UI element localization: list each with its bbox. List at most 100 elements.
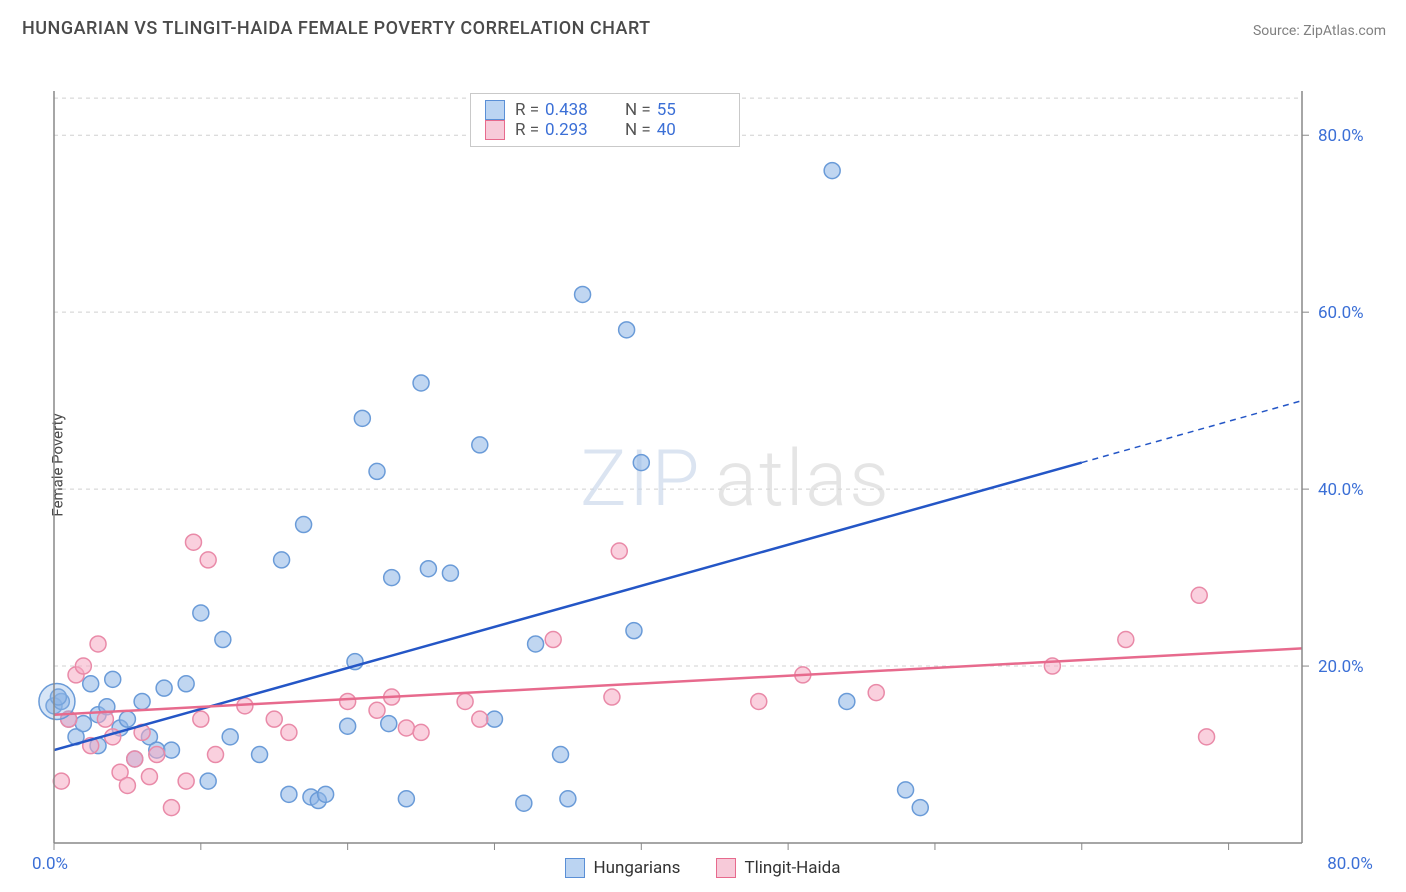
legend-item: Hungarians [565,858,680,878]
data-point [296,517,312,533]
source-attribution: Source: ZipAtlas.com [1253,23,1386,39]
data-point [222,729,238,745]
data-point [824,163,840,179]
data-point [75,658,91,674]
data-point [149,747,165,763]
legend-label: Hungarians [593,858,680,878]
data-point [200,552,216,568]
data-point [868,685,884,701]
data-point [163,800,179,816]
data-point [119,777,135,793]
legend-swatch-icon [565,858,585,878]
data-point [156,680,172,696]
data-point [318,786,334,802]
data-point [1199,729,1215,745]
data-point [898,782,914,798]
legend-stat-row: R = 0.438 N = 55 [485,100,725,120]
data-point [119,711,135,727]
data-point [516,795,532,811]
data-point [912,800,928,816]
data-point [281,786,297,802]
data-point [369,702,385,718]
data-point [545,632,561,648]
legend-swatch-icon [485,120,505,140]
trend-line-extrapolated [1082,401,1302,463]
stat-value: 40 [657,120,676,140]
data-point [575,286,591,302]
data-point [354,410,370,426]
watermark-icon: ZIP [580,434,702,525]
data-point [633,455,649,471]
data-point [611,543,627,559]
stat-label: R = [515,100,539,120]
data-point [83,676,99,692]
data-point [619,322,635,338]
data-point [340,718,356,734]
data-point [274,552,290,568]
data-point [281,724,297,740]
stat-label: N = [625,100,651,120]
data-point [472,711,488,727]
data-point [208,747,224,763]
data-point [381,716,397,732]
data-point [398,791,414,807]
data-point [626,623,642,639]
data-point [134,693,150,709]
data-point [560,791,576,807]
chart-area: Female Poverty ZIPatlas0.0%80.0%20.0%40.… [0,45,1406,885]
stat-value: 55 [657,100,676,120]
data-point [442,565,458,581]
data-point [1191,587,1207,603]
legend-swatch-icon [716,858,736,878]
data-point [200,773,216,789]
scatter-chart: ZIPatlas0.0%80.0%20.0%40.0%60.0%80.0% [0,45,1406,885]
data-point [457,693,473,709]
data-point [1118,632,1134,648]
y-tick-label: 60.0% [1318,303,1364,323]
stat-value: 0.438 [545,100,588,120]
data-point [384,570,400,586]
stat-label: N = [625,120,651,140]
data-point [193,711,209,727]
trend-line [54,648,1302,714]
data-point [413,724,429,740]
legend-stat-row: R = 0.293 N = 40 [485,120,725,140]
data-point [193,605,209,621]
data-point [398,720,414,736]
data-point [215,632,231,648]
series-legend: Hungarians Tlingit-Haida [0,858,1406,883]
data-point [90,636,106,652]
legend-swatch-icon [485,100,505,120]
data-point [528,636,544,652]
data-point [141,769,157,785]
data-point [604,689,620,705]
header: HUNGARIAN VS TLINGIT-HAIDA FEMALE POVERT… [0,0,1406,45]
data-point [163,742,179,758]
data-point [53,773,69,789]
legend-item: Tlingit-Haida [716,858,840,878]
stat-label: R = [515,120,539,140]
data-point [127,751,143,767]
data-point [420,561,436,577]
data-point [105,671,121,687]
stat-value: 0.293 [545,120,588,140]
data-point [553,747,569,763]
data-point [178,676,194,692]
data-point [839,693,855,709]
data-point [751,693,767,709]
data-point [486,711,502,727]
data-point [413,375,429,391]
data-point [75,716,91,732]
legend-label: Tlingit-Haida [744,858,840,878]
data-point [185,534,201,550]
y-tick-label: 20.0% [1318,657,1364,677]
data-point [340,693,356,709]
y-tick-label: 80.0% [1318,126,1364,146]
data-point [97,711,113,727]
y-tick-label: 40.0% [1318,480,1364,500]
data-point [178,773,194,789]
data-point [472,437,488,453]
watermark-icon: atlas [715,434,891,525]
page-title: HUNGARIAN VS TLINGIT-HAIDA FEMALE POVERT… [22,18,651,39]
stats-legend: R = 0.438 N = 55 R = 0.293 N = 40 [470,93,740,147]
